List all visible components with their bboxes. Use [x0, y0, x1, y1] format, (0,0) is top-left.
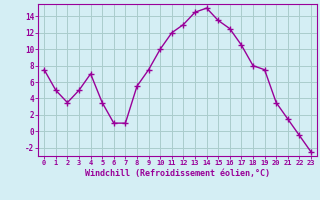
X-axis label: Windchill (Refroidissement éolien,°C): Windchill (Refroidissement éolien,°C): [85, 169, 270, 178]
